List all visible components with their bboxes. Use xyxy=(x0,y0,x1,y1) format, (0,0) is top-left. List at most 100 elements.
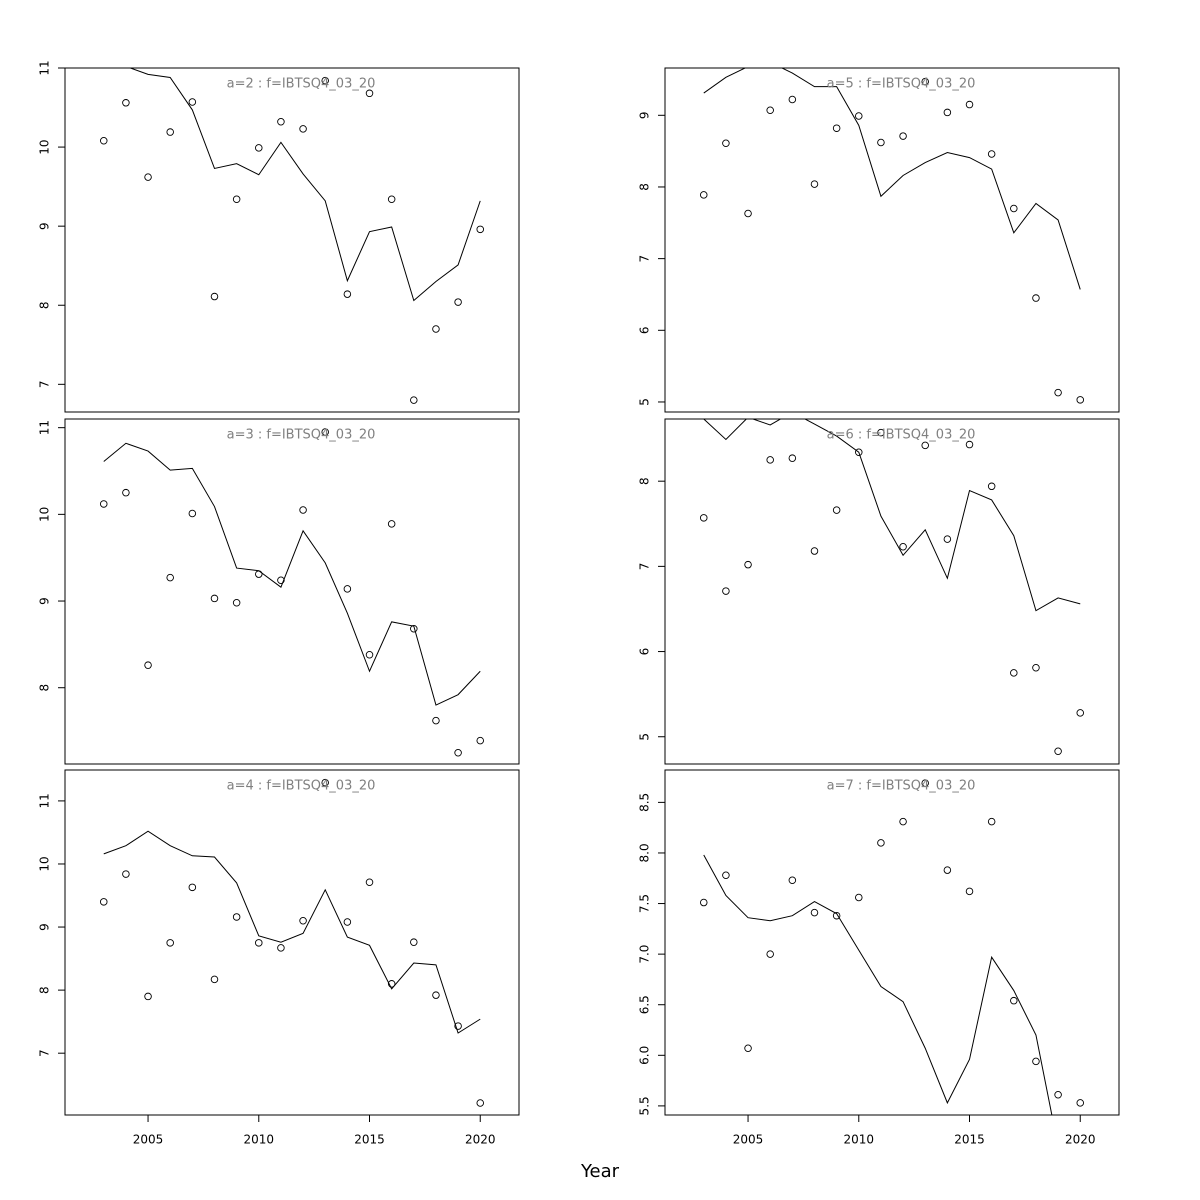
point xyxy=(744,1044,752,1052)
point xyxy=(943,866,952,874)
point xyxy=(432,991,440,999)
panel-frame xyxy=(664,769,1120,1116)
y-tick-label: 5 xyxy=(638,398,652,406)
point xyxy=(766,456,774,464)
point xyxy=(122,99,130,107)
point xyxy=(188,883,197,892)
point xyxy=(722,139,730,147)
y-tick-label: 7.5 xyxy=(638,894,652,913)
y-tick-label: 8.5 xyxy=(638,793,652,812)
y-tick-label: 5 xyxy=(638,733,652,741)
x-tick-label: 2020 xyxy=(1065,1133,1096,1147)
point xyxy=(788,95,797,104)
point xyxy=(210,594,219,603)
point xyxy=(454,1022,462,1030)
point xyxy=(855,448,863,456)
point xyxy=(387,520,396,528)
point xyxy=(365,651,374,659)
point xyxy=(855,112,863,120)
point xyxy=(877,138,885,147)
point xyxy=(899,132,907,140)
point xyxy=(855,893,863,902)
y-tick-label: 9 xyxy=(38,597,52,605)
y-tick-label: 10 xyxy=(38,856,52,871)
point xyxy=(277,576,285,584)
point xyxy=(810,180,819,188)
panel-title: a=7 : f=IBTSQ4_03_20 xyxy=(827,779,976,794)
y-tick-label: 9 xyxy=(38,923,52,931)
point xyxy=(122,870,130,878)
point xyxy=(810,547,819,555)
y-tick-label: 11 xyxy=(38,793,52,808)
fit-line xyxy=(103,830,481,1034)
y-tick-label: 6 xyxy=(638,648,652,656)
point xyxy=(877,839,885,847)
point xyxy=(387,195,396,204)
point xyxy=(321,428,329,436)
point xyxy=(454,298,462,306)
point xyxy=(321,778,329,787)
point xyxy=(1054,747,1062,755)
y-tick-label: 5.5 xyxy=(638,1096,652,1115)
point xyxy=(454,748,462,757)
point xyxy=(1032,663,1040,672)
point xyxy=(766,106,774,115)
panel xyxy=(100,778,484,1107)
point xyxy=(965,100,974,109)
panel-title: a=2 : f=IBTSQ4_03_20 xyxy=(227,77,376,92)
y-tick-label: 8 xyxy=(38,301,52,309)
point xyxy=(166,128,174,136)
point xyxy=(1010,669,1018,677)
y-tick-label: 10 xyxy=(38,507,52,522)
point xyxy=(255,144,263,152)
panel xyxy=(100,428,484,757)
point xyxy=(921,441,929,450)
point xyxy=(476,736,484,745)
point xyxy=(410,938,418,946)
point xyxy=(700,191,708,199)
point xyxy=(921,77,929,86)
point xyxy=(700,514,708,522)
point xyxy=(766,950,774,958)
point xyxy=(987,817,996,826)
point xyxy=(1032,1057,1040,1066)
point xyxy=(788,454,797,462)
panel xyxy=(700,779,1084,1115)
point xyxy=(100,500,108,508)
point xyxy=(1010,204,1018,213)
panel-frame xyxy=(64,67,520,413)
point xyxy=(122,488,130,497)
point xyxy=(299,125,307,133)
point xyxy=(744,560,752,569)
y-tick-label: 8.0 xyxy=(638,843,652,862)
panel-frame xyxy=(64,769,520,1116)
point xyxy=(1054,388,1062,397)
point xyxy=(987,482,996,491)
point xyxy=(788,876,797,885)
point xyxy=(100,137,108,145)
y-tick-label: 6 xyxy=(638,326,652,334)
point xyxy=(166,939,174,947)
x-tick-label: 2010 xyxy=(244,1133,275,1147)
point xyxy=(921,779,929,787)
y-tick-label: 7.0 xyxy=(638,945,652,964)
panel-title: a=5 : f=IBTSQ4_03_20 xyxy=(827,77,976,92)
x-tick-label: 2015 xyxy=(954,1133,985,1147)
point xyxy=(943,535,952,543)
panel-frame xyxy=(64,418,520,765)
point xyxy=(832,911,841,920)
point xyxy=(1032,294,1040,302)
point xyxy=(277,118,285,126)
point xyxy=(343,585,352,593)
y-tick-label: 6.5 xyxy=(638,995,652,1014)
point xyxy=(410,396,418,404)
point xyxy=(166,573,174,582)
point xyxy=(722,871,730,879)
y-tick-label: 7 xyxy=(638,563,652,571)
y-tick-label: 11 xyxy=(38,60,52,75)
point xyxy=(144,173,152,181)
x-tick-label: 2005 xyxy=(133,1133,164,1147)
point xyxy=(410,625,418,633)
panel-frame xyxy=(664,67,1120,413)
x-tick-label: 2020 xyxy=(465,1133,496,1147)
